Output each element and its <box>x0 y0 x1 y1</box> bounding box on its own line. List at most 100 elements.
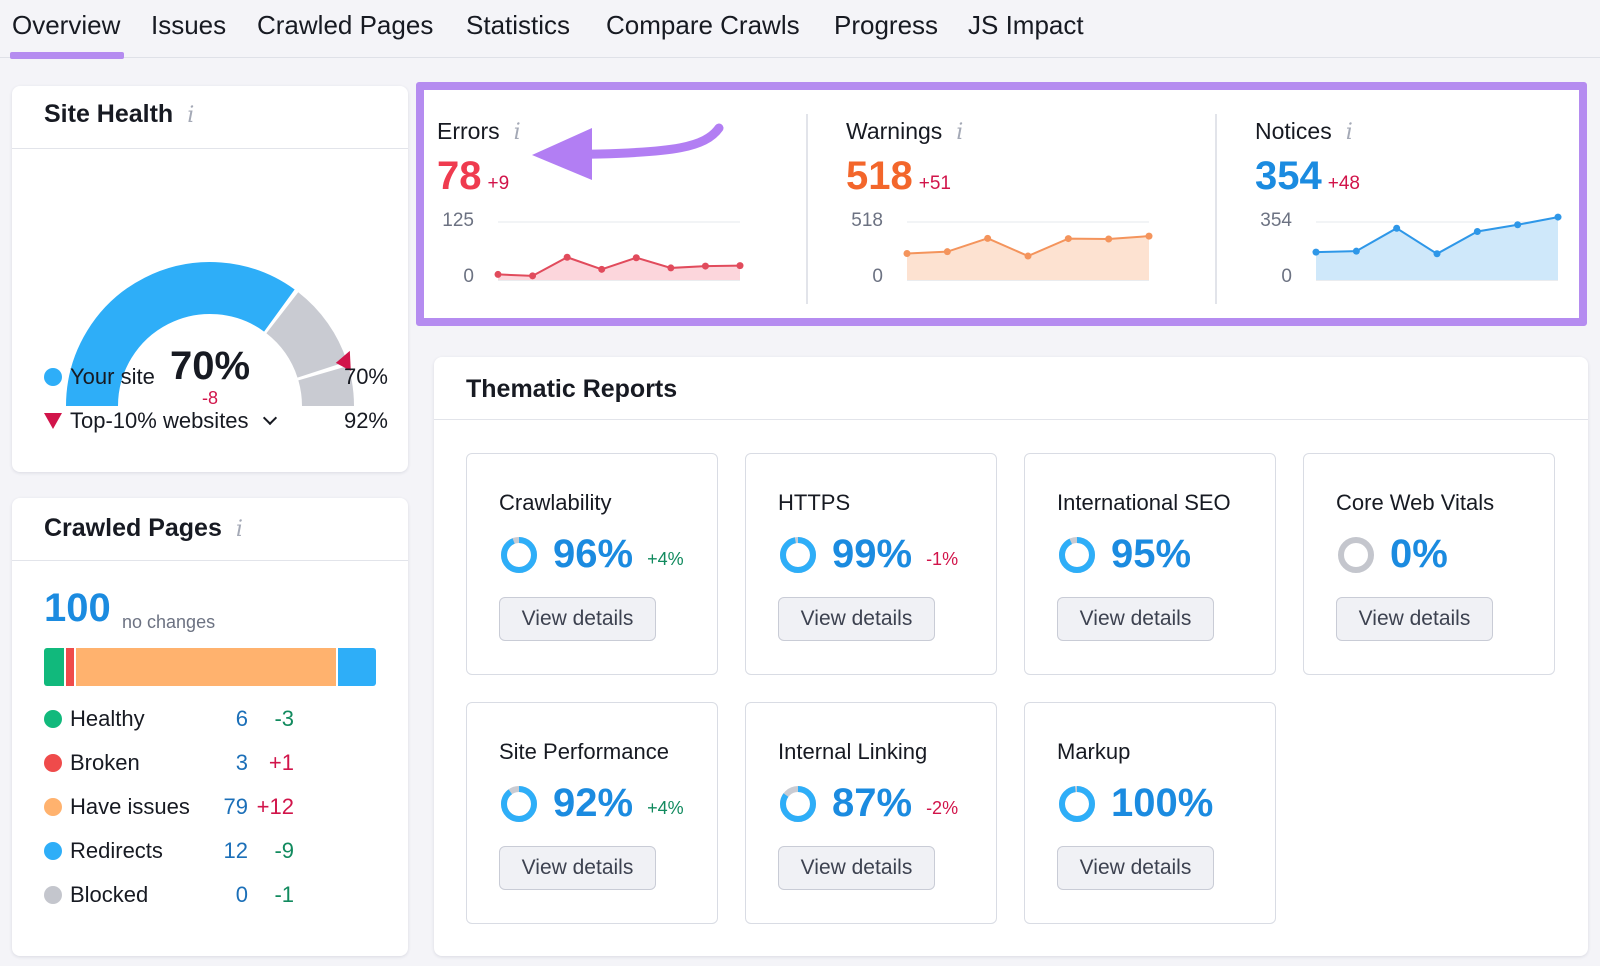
sparkline-point[interactable] <box>667 264 675 272</box>
ring-fill <box>1059 785 1095 822</box>
axis-min-label: 0 <box>872 266 883 287</box>
info-icon[interactable]: i <box>956 120 964 145</box>
view-details-button[interactable]: View details <box>778 597 935 641</box>
sparkline-point[interactable] <box>1145 232 1153 240</box>
crawled-row-redirects[interactable]: Redirects 12 -9 <box>44 838 304 864</box>
sparkline-point[interactable] <box>943 248 951 256</box>
metric-count[interactable]: 354 <box>1255 154 1322 198</box>
tab-progress[interactable]: Progress <box>834 10 939 40</box>
sparkline-point[interactable] <box>494 270 502 278</box>
sparkline-point[interactable] <box>632 254 640 262</box>
gauge-rest-arc <box>265 292 347 379</box>
info-icon[interactable]: i <box>235 517 243 542</box>
report-percent[interactable]: 0% <box>1390 532 1448 576</box>
tab-compare-crawls[interactable]: Compare Crawls <box>606 10 800 40</box>
crawled-row-have-issues[interactable]: Have issues 79 +12 <box>44 794 304 820</box>
progress-ring-icon <box>1059 785 1095 822</box>
sparkline-point[interactable] <box>1433 250 1441 258</box>
sparkline-point[interactable] <box>1352 247 1360 255</box>
report-score[interactable]: 99% -1% <box>778 532 958 577</box>
sparkline-point[interactable] <box>736 262 744 270</box>
sparkline-point[interactable] <box>903 249 911 257</box>
view-details-button[interactable]: View details <box>1057 597 1214 641</box>
sparkline-point[interactable] <box>701 262 709 270</box>
metric-count[interactable]: 78 <box>437 154 482 198</box>
report-score[interactable]: 0% <box>1336 532 1448 577</box>
info-icon[interactable]: i <box>1345 120 1353 145</box>
report-card-https: HTTPS 99% -1% View details <box>745 453 997 675</box>
tab-issues[interactable]: Issues <box>151 10 227 40</box>
legend-dot <box>44 754 62 772</box>
report-percent[interactable]: 96% <box>553 532 634 576</box>
progress-ring-icon <box>780 785 816 822</box>
sparkline-point[interactable] <box>1312 248 1320 256</box>
chevron-down-icon[interactable] <box>262 410 277 426</box>
metric-value[interactable]: 78 +9 <box>437 154 509 199</box>
report-name: Crawlability <box>499 490 612 515</box>
tab-js-impact[interactable]: JS Impact <box>968 10 1084 40</box>
divider <box>434 419 1588 420</box>
report-name: Markup <box>1057 739 1131 764</box>
sparkline-point[interactable] <box>1105 235 1113 243</box>
row-count[interactable]: 3 <box>235 750 248 775</box>
sparkline-point[interactable] <box>984 234 992 242</box>
report-score[interactable]: 96% +4% <box>499 532 684 577</box>
sparkline-point[interactable] <box>598 265 606 273</box>
crawled-row-healthy[interactable]: Healthy 6 -3 <box>44 706 304 732</box>
legend-dot <box>44 710 62 728</box>
sparkline-point[interactable] <box>563 253 571 261</box>
report-percent[interactable]: 92% <box>553 781 634 825</box>
report-score[interactable]: 95% <box>1057 532 1191 577</box>
info-icon[interactable]: i <box>187 103 195 128</box>
view-details-button[interactable]: View details <box>1336 597 1493 641</box>
legend-top-10[interactable]: Top-10% websites 92% <box>44 408 388 434</box>
metric-value[interactable]: 518 +51 <box>846 154 951 199</box>
sparkline-point[interactable] <box>1393 224 1401 232</box>
issues-summary-box: Errors i 78 +9 125 0 Warnings i 518 +51 518 0 Notice… <box>416 82 1587 326</box>
row-label: Have issues <box>70 794 190 819</box>
view-details-button[interactable]: View details <box>499 846 656 890</box>
view-details-button[interactable]: View details <box>778 846 935 890</box>
sparkline-point[interactable] <box>1473 228 1481 236</box>
row-count[interactable]: 0 <box>235 882 248 907</box>
tab-overview[interactable]: Overview <box>9 10 125 59</box>
sparkline-area <box>1316 217 1558 280</box>
tab-statistics[interactable]: Statistics <box>466 10 571 40</box>
view-details-button[interactable]: View details <box>499 597 656 641</box>
view-details-button[interactable]: View details <box>1057 846 1214 890</box>
sparkline-point[interactable] <box>1064 235 1072 243</box>
row-label: Redirects <box>70 838 163 863</box>
info-icon[interactable]: i <box>513 120 521 145</box>
ring-track <box>1338 536 1374 573</box>
legend-dot <box>44 798 62 816</box>
report-score[interactable]: 87% -2% <box>778 781 958 826</box>
metric-errors: Errors i 78 +9 125 0 <box>430 90 820 318</box>
report-percent[interactable]: 95% <box>1111 532 1192 576</box>
metric-title: Notices <box>1255 118 1332 144</box>
crawled-row-broken[interactable]: Broken 3 +1 <box>44 750 304 776</box>
report-score[interactable]: 92% +4% <box>499 781 684 826</box>
ring-fill <box>1059 536 1095 573</box>
crawled-pages-total[interactable]: 100 <box>44 586 111 630</box>
row-count[interactable]: 12 <box>223 838 248 863</box>
metric-delta: +9 <box>487 173 510 194</box>
report-percent[interactable]: 100% <box>1111 781 1214 825</box>
sparkline-point[interactable] <box>529 272 537 280</box>
sparkline-point[interactable] <box>1554 213 1562 221</box>
sparkline-point[interactable] <box>1024 252 1032 260</box>
metric-count[interactable]: 518 <box>846 154 913 198</box>
report-score[interactable]: 100% <box>1057 781 1213 826</box>
row-count[interactable]: 6 <box>235 706 248 731</box>
sparkline-point[interactable] <box>1514 221 1522 229</box>
report-delta: +4% <box>647 798 684 818</box>
report-percent[interactable]: 87% <box>832 781 913 825</box>
progress-ring-icon <box>501 785 537 822</box>
crawled-row-blocked[interactable]: Blocked 0 -1 <box>44 882 304 908</box>
report-card-markup: Markup 100% View details <box>1024 702 1276 924</box>
metric-value[interactable]: 354 +48 <box>1255 154 1360 199</box>
row-count[interactable]: 79 <box>223 794 248 819</box>
row-delta: +12 <box>256 794 294 819</box>
tab-crawled-pages[interactable]: Crawled Pages <box>257 10 434 40</box>
report-percent[interactable]: 99% <box>832 532 913 576</box>
metric-title: Errors <box>437 118 500 144</box>
